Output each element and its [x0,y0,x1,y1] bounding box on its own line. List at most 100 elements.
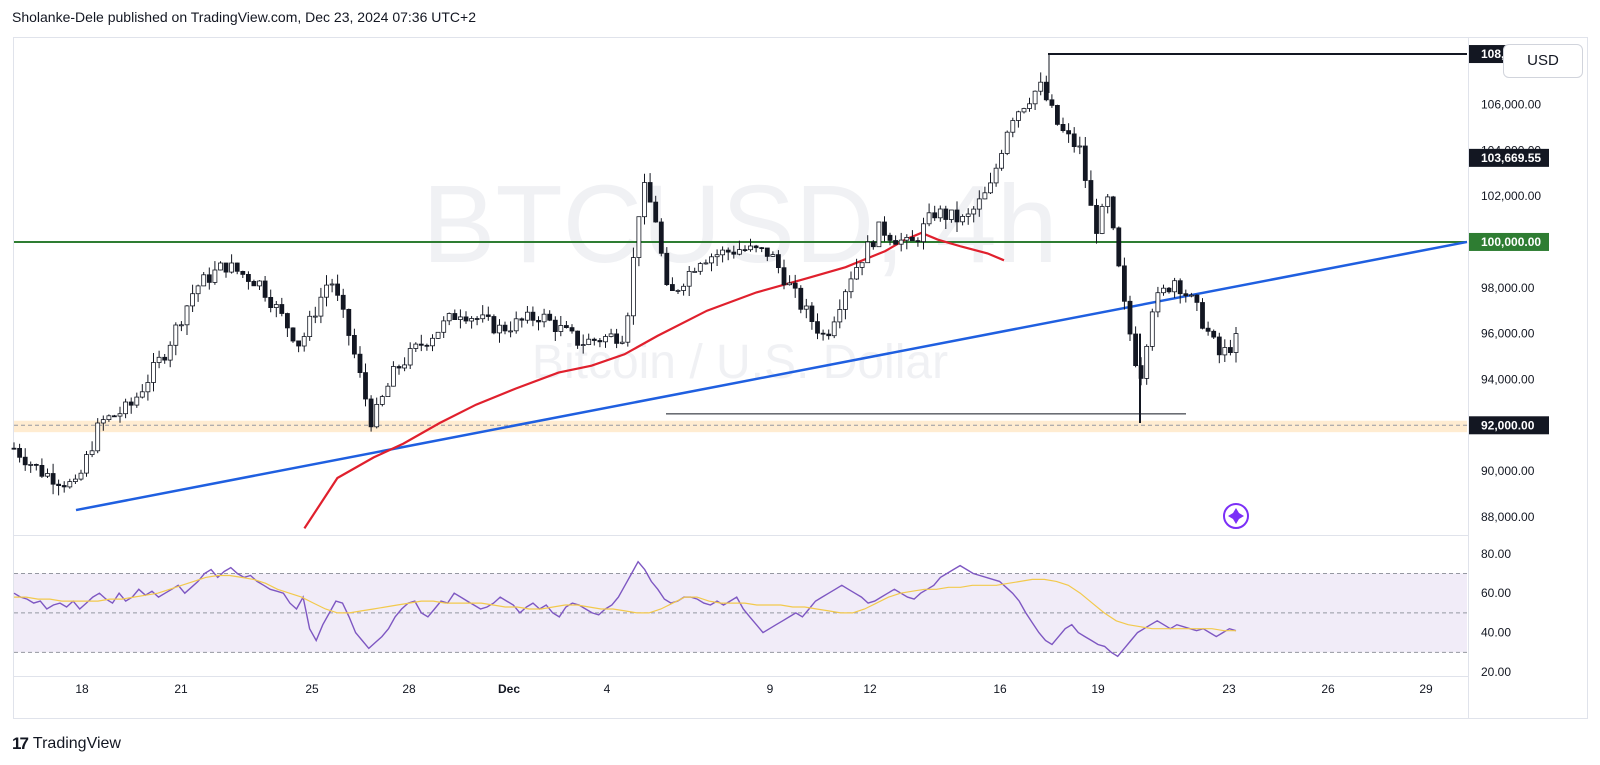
candle-body [1127,300,1133,335]
candle-body [234,262,240,272]
candle-body [686,270,692,287]
candle-body [988,182,993,194]
chart-frame[interactable] [13,37,1588,719]
price-label-box [1469,148,1549,167]
candle-body [1110,196,1116,229]
candle-body [273,304,279,308]
candle-body [1105,196,1111,207]
candle-body [1116,227,1122,267]
candle-body [658,221,664,254]
candle-body [491,316,497,334]
candle-body [1032,90,1038,105]
candle-body [240,270,246,275]
candle-body [1060,124,1066,132]
candle-body [33,463,39,466]
candle-body [223,262,229,273]
candle-body [424,344,430,347]
candle-body [50,473,56,485]
candle-body [1149,311,1155,347]
tradingview-brand: TradingView [32,735,121,752]
time-tick-label: 4 [604,682,611,696]
candle-body [876,221,882,248]
candle-body [1177,280,1183,295]
currency-button[interactable]: USD [1503,44,1583,78]
candle-body [151,362,156,383]
candle-body [474,318,480,320]
candle-body [753,245,759,249]
candle-body [787,282,792,286]
candle-body [1155,292,1161,313]
candle-body [1077,145,1083,148]
candle-body [497,324,502,334]
candle-body [262,280,268,298]
candle-body [820,332,826,335]
candle-body [290,327,296,342]
candle-body [502,324,508,332]
time-tick-label: 9 [767,682,774,696]
candle-body [307,315,313,337]
candle-body [318,296,324,317]
candle-body [212,269,218,283]
candle-body [17,447,23,458]
candle-body [803,305,809,310]
candle-body [653,201,659,223]
candle-body [954,209,960,223]
candle-body [1038,81,1044,92]
candle-body [541,313,547,323]
compass-icon[interactable] [1223,503,1249,529]
candle-body [1144,345,1150,379]
candle-body [162,356,168,361]
candle-body [731,251,737,255]
candle-body [396,366,402,369]
price-label-box [1469,416,1549,435]
candle-body [1082,145,1088,181]
time-tick-label: 25 [305,682,319,696]
candle-body [296,340,302,347]
price-tick-label: 88,000.00 [1481,510,1535,524]
candle-body [1194,294,1200,303]
candle-body [742,249,748,252]
candle-body [999,153,1004,169]
candle-body [776,254,781,269]
candle-body [340,294,346,310]
candle-body [870,241,876,248]
candle-body [184,305,190,326]
candle-body [156,356,162,363]
candle-body [530,311,536,321]
candle-body [485,314,491,317]
candle-body [536,319,541,323]
candle-body [480,314,486,320]
candle-body [982,192,988,200]
candle-body [904,236,910,241]
candle-body [1066,130,1071,135]
candle-body [435,331,441,339]
candle-body [469,318,475,322]
time-tick-label: 23 [1222,682,1236,696]
candle-body [463,316,469,322]
candle-body [887,234,893,241]
candle-body [837,309,843,323]
candle-body [190,293,196,307]
candle-body [145,382,151,393]
candle-body [1172,280,1177,293]
candle-body [1099,206,1105,234]
candle-body [949,209,954,220]
candle-body [508,330,514,333]
tradingview-logo[interactable]: 17 TradingView [12,734,121,754]
candle-body [268,296,274,308]
candle-body [430,337,435,347]
rsi-signal-line [14,574,1236,632]
candle-body [1010,120,1016,133]
candle-body [173,324,179,346]
candle-body [764,247,770,257]
candle-body [932,212,938,219]
candle-body [441,320,447,333]
candle-body [251,280,257,287]
candle-body [525,311,530,321]
candle-body [457,316,463,320]
candle-body [39,464,45,477]
candle-body [402,364,408,369]
candle-body [725,249,731,253]
rsi-tick-label: 60.00 [1481,586,1511,600]
